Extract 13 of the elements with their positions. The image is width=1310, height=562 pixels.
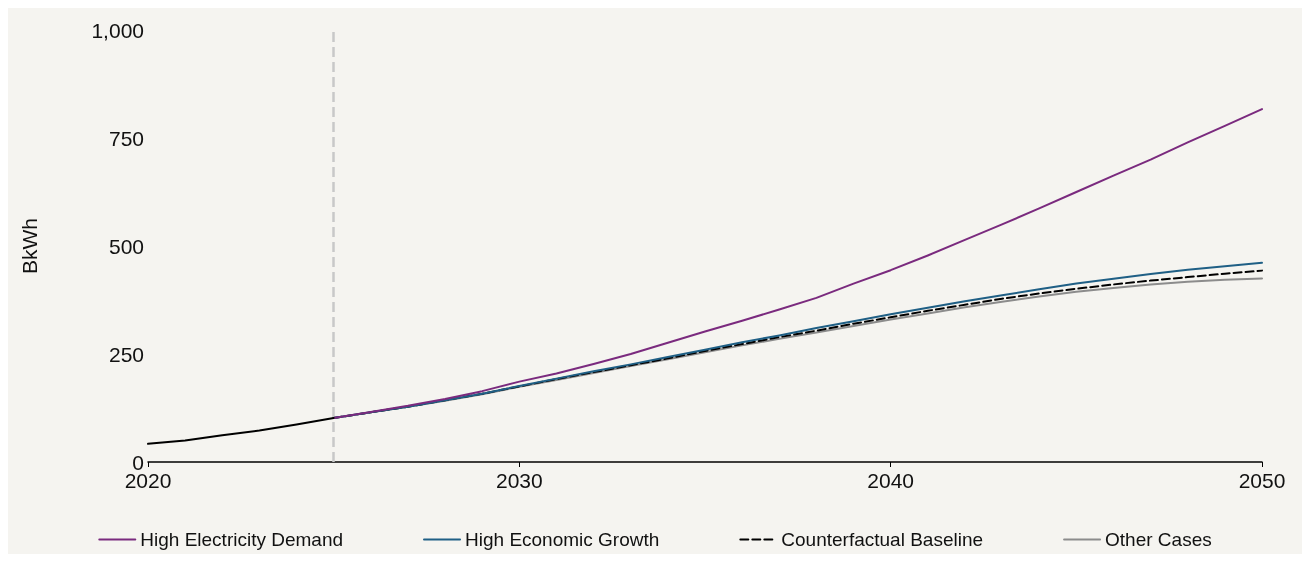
x-tick-label: 2040 [867, 469, 915, 492]
y-axis-title: BkWh [18, 217, 41, 275]
y-tick-label: 250 [108, 342, 144, 366]
y-tick-label: 1,000 [91, 18, 144, 42]
x-tick-label: 2030 [495, 469, 543, 492]
x-tick-label: 2050 [1238, 469, 1286, 492]
legend-label: Other Cases [1105, 529, 1212, 550]
y-tick-label: 750 [108, 126, 144, 150]
y-tick-label: 500 [108, 234, 144, 258]
line-series [332, 108, 1263, 419]
legend-label: High Electricity Demand [140, 529, 344, 550]
legend-label: Counterfactual Baseline [781, 529, 984, 550]
legend-label: High Economic Growth [465, 529, 660, 550]
